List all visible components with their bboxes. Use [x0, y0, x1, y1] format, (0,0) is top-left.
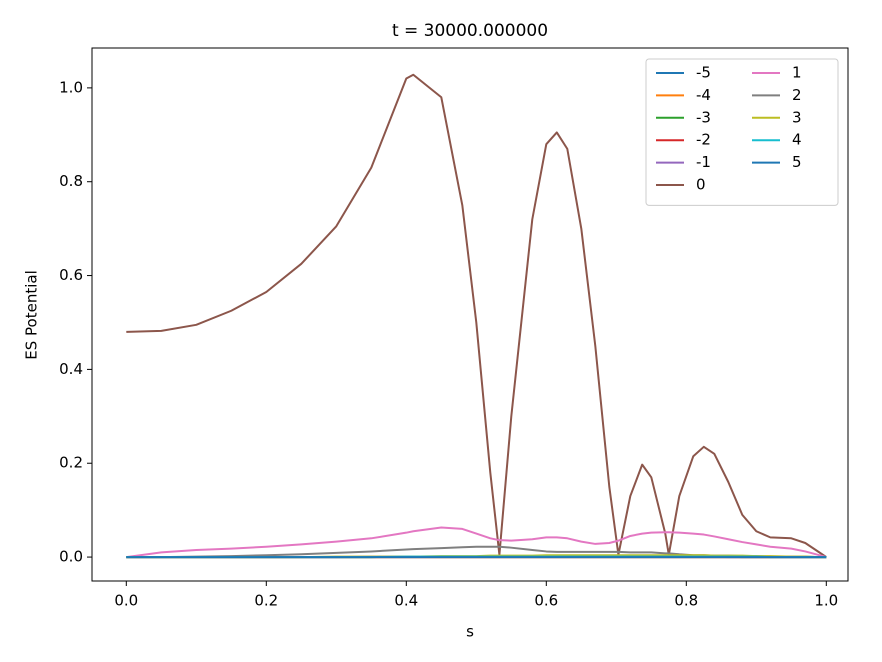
y-tick-label: 0.6	[59, 266, 83, 284]
y-axis-label: ES Potential	[23, 270, 41, 359]
legend-label: 2	[792, 86, 802, 104]
legend-label: -1	[696, 153, 711, 171]
legend-label: 3	[792, 108, 802, 126]
legend-label: 0	[696, 176, 706, 194]
y-tick-label: 0.8	[59, 172, 83, 190]
plot-frame	[91, 47, 849, 582]
legend-label: 1	[792, 64, 802, 82]
x-axis-label: s	[466, 623, 474, 641]
x-tick-label: 0.0	[114, 592, 138, 610]
series-line	[126, 73, 827, 558]
legend-label: -5	[696, 64, 711, 82]
y-tick-label: 0.4	[59, 360, 83, 378]
x-tick-label: 1.0	[814, 592, 838, 610]
legend-label: -4	[696, 86, 711, 104]
legend-label: -3	[696, 108, 711, 126]
x-tick-label: 0.2	[254, 592, 278, 610]
series-line	[126, 526, 827, 559]
legend-label: 5	[792, 153, 802, 171]
y-tick-label: 0.2	[59, 454, 83, 472]
x-tick-label: 0.6	[534, 592, 558, 610]
chart-title: t = 30000.000000	[392, 21, 548, 41]
legend-label: -2	[696, 131, 711, 149]
legend-label: 4	[792, 131, 802, 149]
x-tick-label: 0.4	[394, 592, 418, 610]
x-tick-label: 0.8	[674, 592, 698, 610]
legend-box	[645, 58, 839, 206]
y-tick-label: 1.0	[59, 78, 83, 96]
y-tick-label: 0.0	[59, 548, 83, 566]
